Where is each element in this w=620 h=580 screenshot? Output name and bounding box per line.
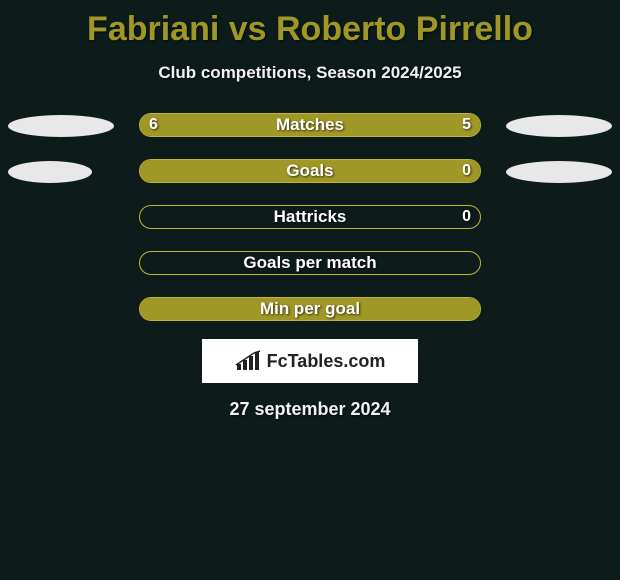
stat-bar <box>139 159 481 183</box>
bar-chart-icon <box>235 350 261 372</box>
bar-left-fill <box>140 160 480 182</box>
logo-text: FcTables.com <box>267 351 386 372</box>
stat-row: Matches65 <box>0 113 620 137</box>
bar-left-fill <box>140 114 325 136</box>
bar-left-fill <box>140 298 480 320</box>
stat-value-right: 0 <box>462 205 471 229</box>
bar-spacer <box>140 252 480 274</box>
stat-row: Min per goal <box>0 297 620 321</box>
stat-value-right: 5 <box>462 113 471 137</box>
date-text: 27 september 2024 <box>0 399 620 420</box>
stat-row: Goals0 <box>0 159 620 183</box>
stat-rows: Matches65Goals0Hattricks0Goals per match… <box>0 113 620 321</box>
stat-bar <box>139 251 481 275</box>
stat-value-left: 6 <box>149 113 158 137</box>
right-ellipse <box>506 115 612 137</box>
stat-bar <box>139 205 481 229</box>
right-ellipse <box>506 161 612 183</box>
left-ellipse <box>8 161 92 183</box>
page-subtitle: Club competitions, Season 2024/2025 <box>0 63 620 83</box>
logo-box: FcTables.com <box>202 339 418 383</box>
page-title: Fabriani vs Roberto Pirrello <box>0 0 620 49</box>
left-ellipse <box>8 115 114 137</box>
bar-right-fill <box>325 114 480 136</box>
stat-bar <box>139 297 481 321</box>
stat-row: Goals per match <box>0 251 620 275</box>
stat-bar <box>139 113 481 137</box>
stat-value-right: 0 <box>462 159 471 183</box>
stat-row: Hattricks0 <box>0 205 620 229</box>
bar-spacer <box>140 206 480 228</box>
